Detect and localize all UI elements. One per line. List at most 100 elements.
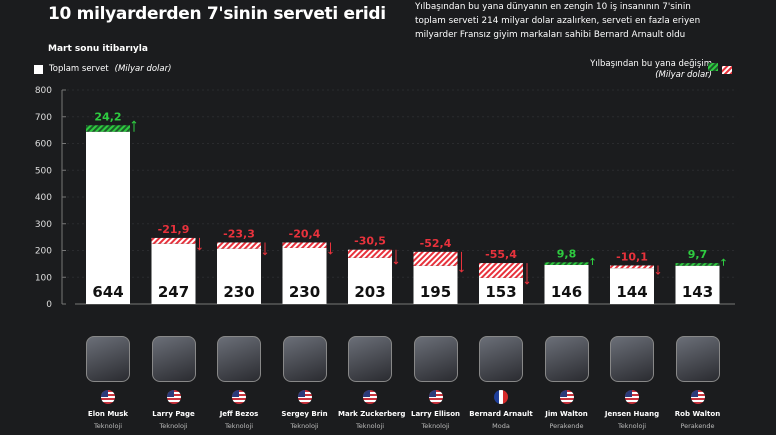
value-label: 203	[354, 283, 385, 301]
change-label: -21,9	[158, 223, 190, 236]
change-label: -10,1	[616, 250, 648, 263]
person-name: Jeff Bezos	[219, 410, 259, 418]
person-photo	[348, 336, 392, 382]
usa-flag-icon	[428, 390, 443, 404]
description: Yılbaşından bu yana dünyanın en zengin 1…	[415, 2, 701, 40]
person-name: Jim Walton	[545, 410, 588, 418]
person-photo	[151, 336, 196, 382]
change-label: -20,4	[289, 227, 321, 240]
person-name: Larry Page	[152, 410, 195, 418]
legend-loss-swatch	[722, 66, 732, 74]
bar-change-loss	[479, 263, 523, 278]
bar-change-gain	[544, 262, 589, 265]
value-label: 230	[289, 283, 320, 301]
person-sector: Perakende	[680, 422, 715, 430]
bar-change-gain	[86, 125, 130, 132]
person-photo	[479, 336, 523, 382]
bar-total	[151, 243, 196, 304]
y-tick-label: 300	[35, 220, 52, 230]
change-label: -52,4	[420, 237, 452, 250]
value-label: 143	[682, 283, 713, 301]
person-name: Elon Musk	[87, 410, 129, 418]
person-photo	[282, 336, 327, 382]
person-sector: Teknoloji	[421, 422, 450, 430]
y-tick-label: 0	[46, 300, 52, 310]
chart-title: 10 milyarderden 7'sinin serveti eridi	[48, 4, 386, 24]
person-name: Bernard Arnault	[469, 410, 533, 418]
bar-total	[282, 247, 327, 304]
person-card: Jim Walton Perakende	[535, 336, 599, 430]
person-sector: Teknoloji	[224, 422, 254, 430]
person-card: Sergey Brin Teknoloji	[273, 336, 337, 430]
arrow-down-icon	[328, 242, 333, 255]
bar-total	[479, 277, 523, 304]
value-label: 644	[92, 283, 123, 301]
arrow-down-icon	[524, 263, 530, 285]
person-photo	[413, 336, 458, 382]
legend-total-unit: (Milyar dolar)	[114, 64, 172, 74]
bar-total	[413, 265, 458, 304]
person-photo	[217, 336, 261, 382]
bar-total	[217, 248, 261, 304]
person-card: Larry Page Teknoloji	[142, 336, 206, 430]
legend-gain-swatch	[708, 63, 718, 71]
person-card: Bernard Arnault Moda	[469, 336, 533, 430]
person-name: Sergey Brin	[281, 410, 328, 418]
france-flag-icon	[494, 390, 508, 404]
legend-change: Yılbaşından bu yana değişim (Milyar dola…	[590, 59, 712, 81]
y-tick-label: 100	[35, 273, 52, 283]
usa-flag-icon	[297, 390, 312, 404]
legend-change-unit: (Milyar dolar)	[655, 70, 712, 80]
person-card: Rob Walton Perakende	[666, 336, 730, 430]
value-label: 247	[158, 283, 189, 301]
usa-flag-icon	[101, 390, 115, 404]
bar-change-loss	[413, 251, 458, 266]
person-card: Elon Musk Teknoloji	[76, 336, 140, 430]
person-name: Jensen Huang	[604, 410, 660, 418]
value-label: 153	[485, 283, 516, 301]
person-sector: Perakende	[549, 422, 584, 430]
person-sector: Teknoloji	[355, 422, 385, 430]
person-card: Jeff Bezos Teknoloji	[207, 336, 271, 430]
value-label: 146	[551, 283, 582, 301]
y-tick-label: 800	[35, 86, 52, 96]
arrow-up-icon	[131, 120, 137, 132]
person-photo	[610, 336, 654, 382]
arrow-down-icon	[393, 249, 399, 265]
person-card: Larry Ellison Teknoloji	[404, 336, 468, 430]
person-sector: Moda	[492, 422, 510, 430]
bar-change-loss	[610, 265, 654, 269]
value-label: 230	[223, 283, 254, 301]
change-label: 9,8	[557, 247, 577, 260]
bar-change-loss	[151, 237, 196, 244]
person-photo	[544, 336, 589, 382]
bar-change-loss	[217, 242, 261, 249]
bar-total	[610, 268, 654, 304]
person-card: Jensen Huang Teknoloji	[600, 336, 664, 430]
bar-total	[544, 264, 589, 304]
usa-flag-icon	[625, 390, 639, 404]
bar-change-loss	[282, 242, 327, 248]
arrow-up-icon	[721, 258, 726, 266]
usa-flag-icon	[232, 390, 246, 404]
legend-total-label: Toplam servet	[49, 64, 109, 74]
usa-flag-icon	[559, 390, 574, 404]
usa-flag-icon	[166, 390, 181, 404]
change-label: -30,5	[354, 235, 386, 248]
value-label: 144	[616, 283, 647, 301]
arrow-down-icon	[262, 242, 268, 256]
person-photo	[675, 336, 720, 382]
person-name: Mark Zuckerberg	[338, 410, 406, 418]
bar-total	[348, 257, 392, 304]
legend-change-label: Yılbaşından bu yana değişim	[590, 59, 712, 69]
person-sector: Teknoloji	[290, 422, 319, 430]
arrow-down-icon	[459, 251, 464, 273]
person-sector: Teknoloji	[93, 422, 123, 430]
change-label: 24,2	[94, 110, 121, 123]
person-card: Mark Zuckerberg Teknoloji	[338, 336, 406, 430]
y-tick-label: 600	[35, 140, 52, 150]
change-label: 9,7	[688, 248, 708, 261]
person-name: Rob Walton	[674, 410, 721, 418]
change-label: -23,3	[223, 227, 255, 240]
